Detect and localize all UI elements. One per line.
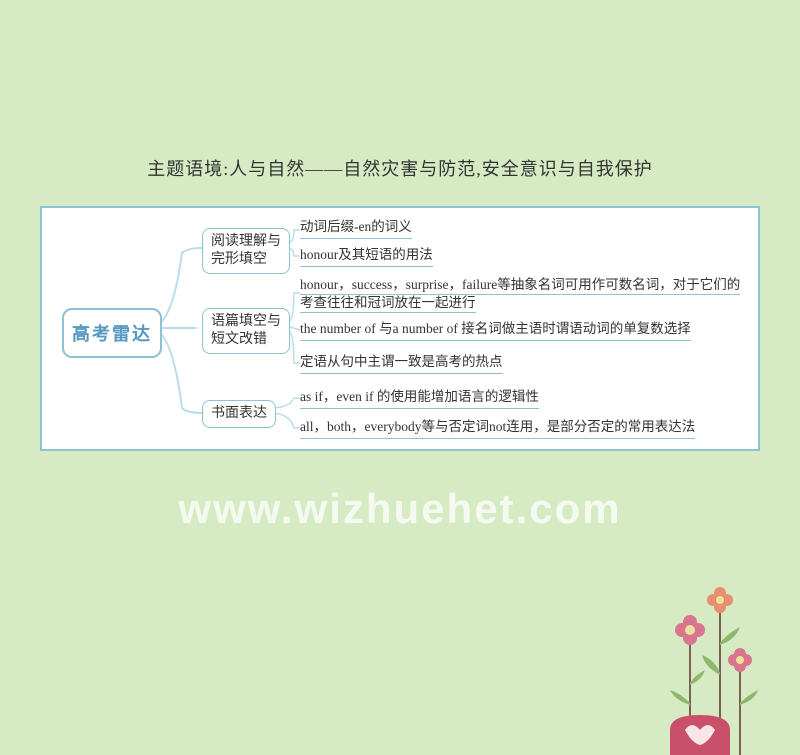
branch-writing: 书面表达: [202, 400, 276, 428]
leaf-item: 动词后缀-en的词义: [300, 218, 412, 239]
branch-reading: 阅读理解与 完形填空: [202, 228, 290, 274]
leaf-item: honour，success，surprise，failure等抽象名词可用作可…: [300, 276, 750, 311]
branch-label: 完形填空: [211, 251, 281, 269]
leaf-item: all，both，everybody等与否定词not连用，是部分否定的常用表达法: [300, 418, 695, 439]
leaf-item: the number of 与a number of 接名词做主语时谓语动词的单…: [300, 320, 691, 341]
branch-label: 阅读理解与: [211, 233, 281, 251]
leaf-item: as if，even if 的使用能增加语言的逻辑性: [300, 388, 539, 409]
leaf-item: honour及其短语的用法: [300, 246, 433, 267]
flower-decoration: [640, 575, 770, 755]
watermark-text: www.wizhuehet.com: [178, 485, 621, 533]
branch-grammar: 语篇填空与 短文改错: [202, 308, 290, 354]
branch-label: 短文改错: [211, 331, 281, 349]
mindmap-diagram: 高考雷达 阅读理解与 完形填空 语篇填空与 短文改错 书面表达 动词后缀-en的…: [40, 206, 760, 451]
topic-title: 主题语境:人与自然——自然灾害与防范,安全意识与自我保护: [0, 155, 800, 181]
leaf-item: 定语从句中主谓一致是高考的热点: [300, 353, 503, 374]
branch-label: 语篇填空与: [211, 313, 281, 331]
root-node: 高考雷达: [62, 308, 162, 358]
